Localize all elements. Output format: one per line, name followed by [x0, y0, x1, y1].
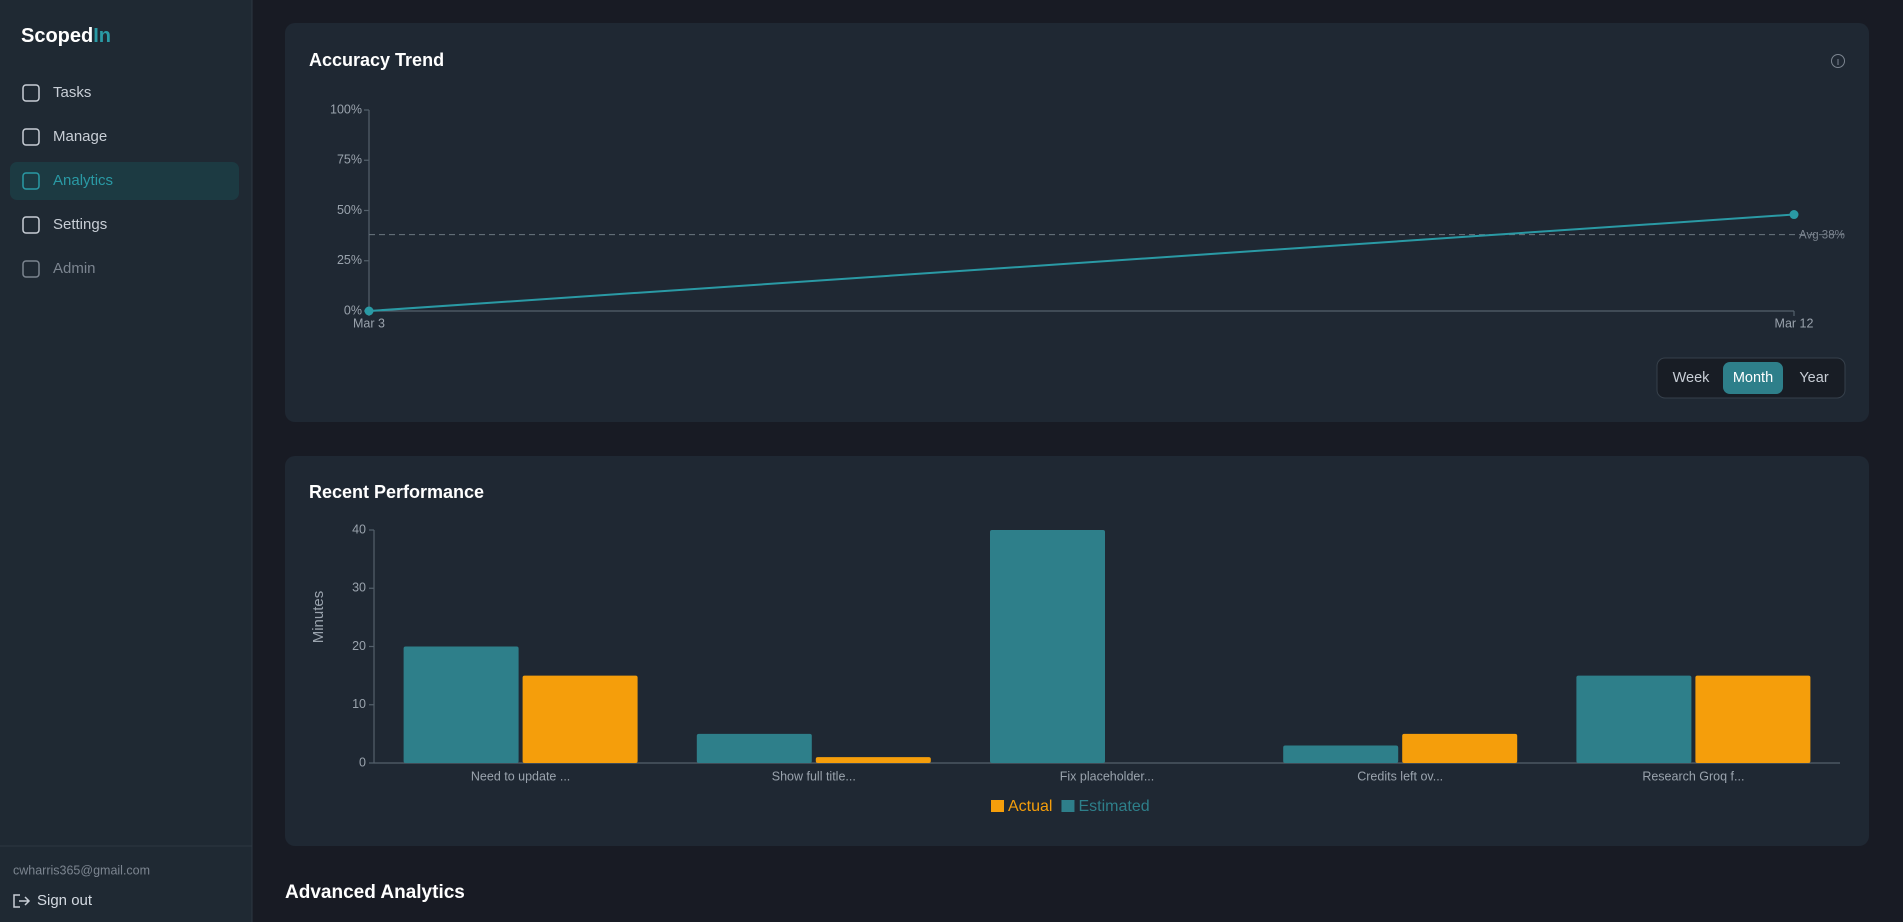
y-tick-label: 30 — [352, 581, 366, 595]
legend-label: Actual — [1008, 798, 1052, 815]
point — [364, 306, 374, 316]
nav-item[interactable]: Settings — [22, 216, 107, 234]
range-button[interactable]: Month — [1723, 362, 1783, 394]
bar — [403, 646, 519, 763]
nav-active-bg — [10, 162, 239, 200]
range-selected-bg — [1723, 362, 1783, 394]
x-tick-label: Mar 3 — [353, 316, 385, 330]
sign-out-label: Sign out — [37, 892, 93, 909]
nav-icon — [22, 128, 40, 146]
bar — [1576, 675, 1692, 763]
accuracy-line — [368, 213, 1795, 312]
card — [285, 23, 1869, 422]
bar — [1695, 675, 1811, 763]
x-tick-label: Need to update ... — [471, 769, 570, 783]
nav-item[interactable]: Manage — [22, 128, 107, 146]
bar — [815, 757, 931, 763]
range-button[interactable]: Year — [1799, 370, 1828, 386]
card-title: Recent Performance — [309, 482, 484, 502]
nav-icon — [22, 84, 40, 102]
legend-swatch — [1061, 800, 1075, 812]
bar — [696, 733, 812, 763]
x-tick-label: Show full title... — [772, 769, 856, 783]
nav-item[interactable]: Tasks — [22, 84, 91, 102]
section-heading: Advanced Analytics — [285, 882, 465, 903]
logo: ScopedIn — [21, 25, 111, 47]
range-label: Year — [1799, 370, 1828, 386]
nav-icon — [22, 260, 40, 278]
y-tick-label: 20 — [352, 639, 366, 653]
bar — [1402, 733, 1518, 763]
sidebar — [0, 0, 252, 922]
nav-icon — [22, 172, 40, 190]
nav-label: Tasks — [53, 84, 91, 101]
range-button[interactable]: Week — [1673, 370, 1711, 386]
sign-out-icon — [13, 894, 31, 908]
x-tick-label: Credits left ov... — [1357, 769, 1443, 783]
nav-label: Settings — [53, 216, 107, 233]
y-tick-label: 40 — [352, 522, 366, 536]
info-icon[interactable] — [1831, 54, 1845, 68]
point — [1789, 210, 1799, 220]
x-tick-label: Fix placeholder... — [1060, 769, 1155, 783]
card-title: Accuracy Trend — [309, 50, 444, 70]
y-tick-label: 0% — [344, 303, 362, 317]
bar — [1283, 745, 1399, 763]
nav-icon — [22, 216, 40, 234]
logo-part: In — [93, 25, 111, 47]
x-tick-label: Mar 12 — [1775, 316, 1814, 330]
y-tick-label: 0 — [359, 755, 366, 769]
y-tick-label: 25% — [337, 253, 362, 267]
x-tick-label: Research Groq f... — [1642, 769, 1744, 783]
sign-out-button[interactable]: Sign out — [13, 892, 93, 909]
bar — [522, 675, 638, 763]
y-tick-label: 100% — [330, 102, 362, 116]
range-label: Month — [1733, 370, 1773, 386]
legend-swatch — [991, 800, 1004, 812]
nav-item[interactable]: Analytics — [10, 162, 239, 200]
nav-label: Admin — [53, 260, 96, 277]
nav-item[interactable]: Admin — [22, 260, 96, 278]
range-label: Week — [1673, 370, 1711, 386]
y-tick-label: 10 — [352, 697, 366, 711]
nav-label: Manage — [53, 128, 107, 145]
nav-label: Analytics — [53, 172, 113, 189]
logo-part: Scoped — [21, 25, 93, 47]
y-tick-label: 50% — [337, 203, 362, 217]
y-axis-label: Minutes — [310, 591, 327, 644]
legend-label: Estimated — [1078, 798, 1149, 815]
average-label: Avg 38% — [1799, 230, 1845, 242]
bar — [990, 530, 1105, 763]
y-tick-label: 75% — [337, 153, 362, 167]
user-email: cwharris365@gmail.com — [13, 863, 150, 877]
